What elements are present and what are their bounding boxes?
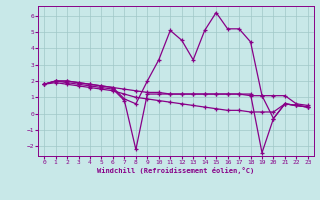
X-axis label: Windchill (Refroidissement éolien,°C): Windchill (Refroidissement éolien,°C) (97, 167, 255, 174)
